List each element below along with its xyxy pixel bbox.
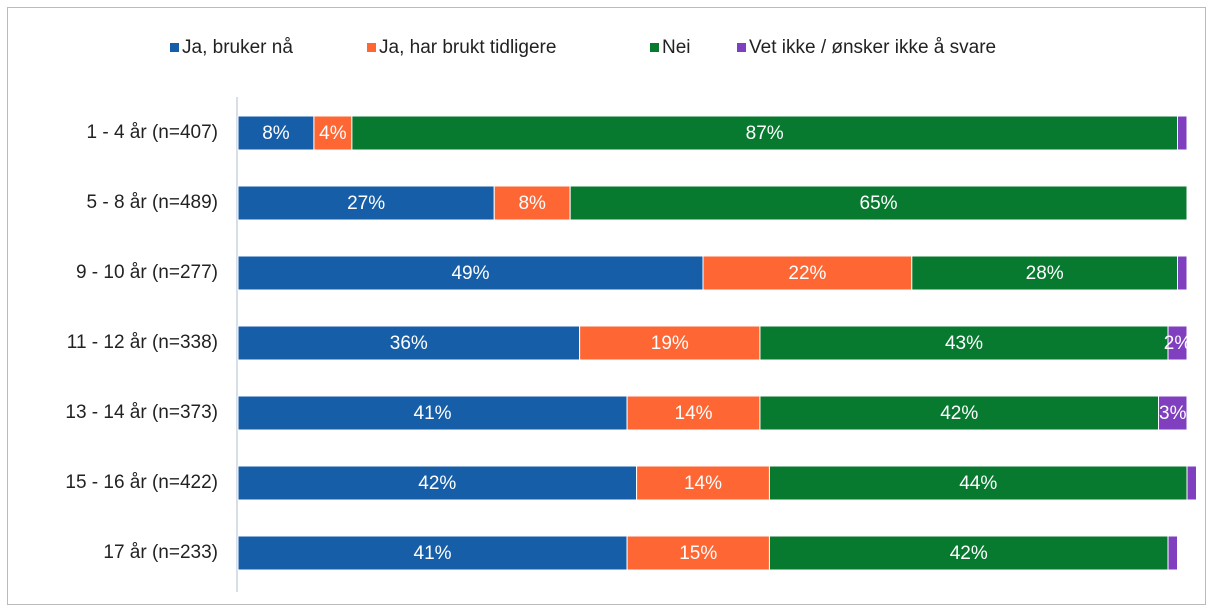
value-label: 27% bbox=[347, 193, 385, 214]
bar-segment bbox=[351, 115, 1179, 151]
legend-label: Nei bbox=[662, 37, 691, 58]
value-label: 36% bbox=[390, 333, 428, 354]
value-label: 41% bbox=[414, 403, 452, 424]
value-label: 43% bbox=[945, 333, 983, 354]
legend-swatch bbox=[367, 43, 376, 52]
legend-label: Ja, bruker nå bbox=[182, 37, 293, 58]
legend-swatch bbox=[170, 43, 179, 52]
bar-segment bbox=[1158, 395, 1188, 431]
bar-segment bbox=[1167, 325, 1188, 361]
y-tick-label: 11 - 12 år (n=338) bbox=[67, 332, 218, 353]
value-label: 42% bbox=[418, 473, 456, 494]
bar-segment bbox=[237, 325, 581, 361]
value-label: 49% bbox=[451, 263, 489, 284]
y-tick-label: 13 - 14 år (n=373) bbox=[65, 402, 218, 423]
value-label: 2% bbox=[1164, 333, 1192, 354]
y-tick-label: 15 - 16 år (n=422) bbox=[65, 472, 218, 493]
value-label: 4% bbox=[319, 123, 347, 144]
value-label: 14% bbox=[684, 473, 722, 494]
bar-segment bbox=[1186, 465, 1197, 501]
legend-label: Ja, har brukt tidligere bbox=[379, 37, 556, 58]
value-label: 28% bbox=[1026, 263, 1064, 284]
bar-segment bbox=[569, 185, 1188, 221]
bar-segment bbox=[768, 535, 1169, 571]
chart-border bbox=[7, 7, 1206, 605]
y-tick-label: 5 - 8 år (n=489) bbox=[87, 192, 219, 213]
bar-segment bbox=[237, 535, 628, 571]
bar-segment bbox=[911, 255, 1179, 291]
legend-label: Vet ikke / ønsker ikke å svare bbox=[749, 37, 996, 58]
value-label: 8% bbox=[262, 123, 290, 144]
value-label: 42% bbox=[940, 403, 978, 424]
bar-segment bbox=[237, 395, 628, 431]
bar-segment bbox=[1167, 535, 1179, 571]
value-label: 19% bbox=[651, 333, 689, 354]
legend-swatch bbox=[737, 43, 746, 52]
value-label: 41% bbox=[414, 543, 452, 564]
value-label: 42% bbox=[950, 543, 988, 564]
bar-segment bbox=[626, 535, 770, 571]
bar-segment bbox=[1177, 115, 1188, 151]
bar-segment bbox=[759, 325, 1169, 361]
bar-segment bbox=[579, 325, 761, 361]
value-label: 8% bbox=[518, 193, 546, 214]
value-label: 3% bbox=[1159, 403, 1187, 424]
value-label: 65% bbox=[860, 193, 898, 214]
bar-segment bbox=[636, 465, 770, 501]
bar-segment bbox=[1177, 255, 1188, 291]
bar-segment bbox=[768, 465, 1188, 501]
y-tick-label: 1 - 4 år (n=407) bbox=[87, 122, 219, 143]
value-label: 44% bbox=[959, 473, 997, 494]
value-label: 14% bbox=[675, 403, 713, 424]
value-label: 87% bbox=[746, 123, 784, 144]
value-label: 15% bbox=[679, 543, 717, 564]
bar-segment bbox=[626, 395, 761, 431]
bar-segment bbox=[313, 115, 353, 151]
value-label: 22% bbox=[788, 263, 826, 284]
y-tick-label: 9 - 10 år (n=277) bbox=[76, 262, 218, 283]
y-tick-label: 17 år (n=233) bbox=[103, 542, 218, 563]
legend-swatch bbox=[650, 43, 659, 52]
